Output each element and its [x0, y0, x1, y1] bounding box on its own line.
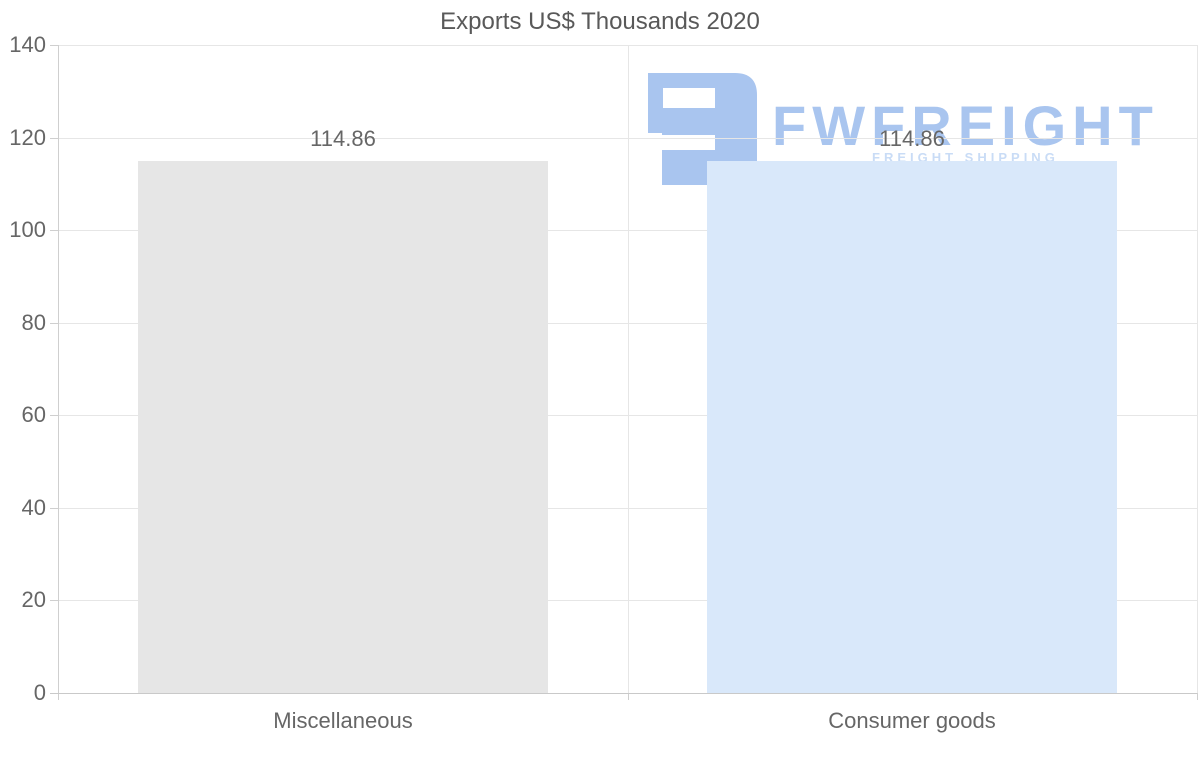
- watermark-text-block: FWFREIGHT FREIGHT SHIPPING: [772, 73, 1159, 165]
- gridline-y-120: [58, 138, 1197, 139]
- y-axis-label-80: 80: [21, 310, 46, 335]
- bar-miscellaneous[interactable]: [138, 161, 548, 693]
- value-label-miscellaneous: 114.86: [310, 126, 376, 151]
- gridline-y-20: [58, 600, 1197, 601]
- gridline-y-100: [58, 230, 1197, 231]
- y-axis-label-40: 40: [21, 495, 46, 520]
- y-axis-tick-140: [50, 45, 58, 46]
- x-axis-label-miscellaneous: Miscellaneous: [273, 708, 413, 733]
- gridline-y-40: [58, 508, 1197, 509]
- bar-consumer-goods[interactable]: [707, 161, 1117, 693]
- y-axis-label-100: 100: [9, 217, 46, 242]
- gridline-category-boundary-1: [628, 45, 629, 693]
- gridline-y-80: [58, 323, 1197, 324]
- watermark: FWFREIGHT FREIGHT SHIPPING: [648, 73, 1159, 185]
- y-axis-label-20: 20: [21, 587, 46, 612]
- x-axis-line: [50, 693, 1197, 694]
- y-axis-tick-60: [50, 415, 58, 416]
- gridline-y-140: [58, 45, 1197, 46]
- gridline-category-boundary-2: [1197, 45, 1198, 693]
- x-axis-tick-2: [1197, 693, 1198, 700]
- y-axis-label-60: 60: [21, 402, 46, 427]
- y-axis-tick-80: [50, 323, 58, 324]
- y-axis-label-0: 0: [33, 680, 46, 705]
- y-axis-tick-20: [50, 600, 58, 601]
- y-axis-tick-40: [50, 508, 58, 509]
- x-axis-tick-1: [628, 693, 629, 700]
- gridline-y-60: [58, 415, 1197, 416]
- y-axis-line: [58, 45, 59, 700]
- fwfreight-logo-icon: [648, 73, 757, 185]
- x-axis-label-consumer-goods: Consumer goods: [828, 708, 996, 733]
- y-axis-label-140: 140: [9, 32, 46, 57]
- chart-title: Exports US$ Thousands 2020: [440, 8, 760, 35]
- y-axis-label-120: 120: [9, 125, 46, 150]
- y-axis-tick-100: [50, 230, 58, 231]
- watermark-brand-text: FWFREIGHT: [772, 94, 1159, 157]
- y-axis-tick-120: [50, 138, 58, 139]
- value-label-consumer-goods: 114.86: [879, 126, 945, 151]
